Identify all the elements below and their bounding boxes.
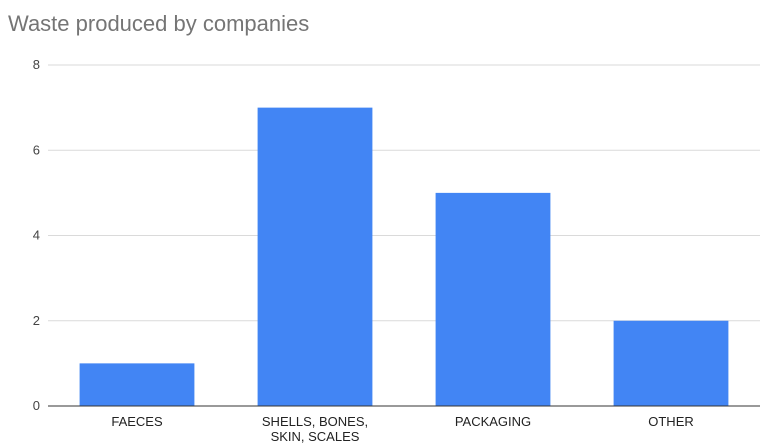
x-tick-labels: FAECES SHELLS, BONES, SKIN, SCALES PACKAGIN… [111, 414, 693, 444]
x-tick-label-line: PACKAGING [455, 414, 531, 429]
y-tick-label: 6 [33, 142, 40, 157]
x-tick-label-line: FAECES [111, 414, 163, 429]
x-tick-label: OTHER [648, 414, 694, 429]
y-tick-label: 0 [33, 398, 40, 413]
y-tick-label: 8 [33, 57, 40, 72]
bar [257, 107, 373, 406]
x-tick-label-line: OTHER [648, 414, 694, 429]
x-tick-label: SHELLS, BONES, SKIN, SCALES [262, 414, 368, 444]
chart-title: Waste produced by companies [8, 11, 310, 36]
x-tick-label: FAECES [111, 414, 163, 429]
y-tick-label: 2 [33, 313, 40, 328]
x-tick-label-line: SKIN, SCALES [271, 429, 360, 444]
gridlines [48, 64, 760, 322]
x-tick-label-line: SHELLS, BONES, [262, 414, 368, 429]
bar [435, 192, 551, 406]
y-tick-labels: 0 2 4 6 8 [33, 57, 40, 413]
bar [79, 363, 195, 406]
y-tick-label: 4 [33, 228, 40, 243]
bar [613, 320, 729, 406]
x-tick-label: PACKAGING [455, 414, 531, 429]
bars [79, 107, 729, 406]
